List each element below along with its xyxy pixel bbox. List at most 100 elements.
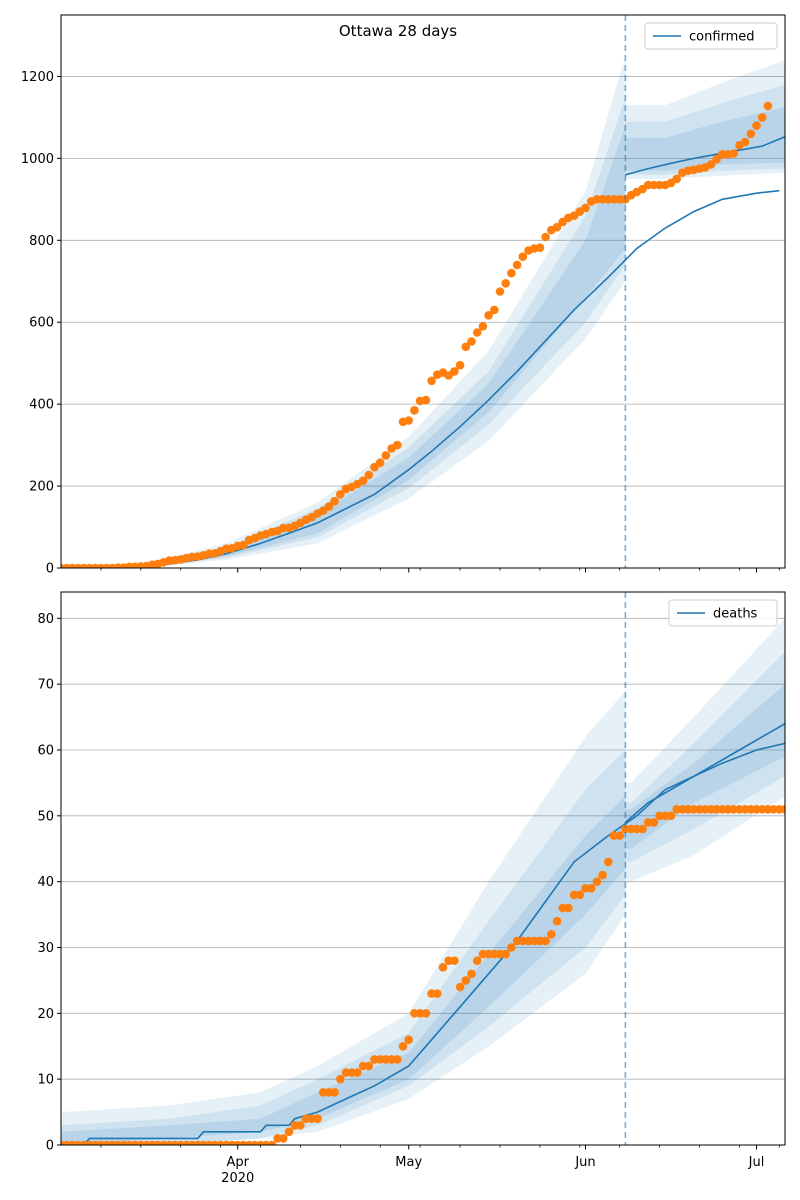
uncertainty-band-mid [625,84,785,175]
observed-point [507,268,516,278]
series-line-confirmed [625,135,785,176]
observed-point [404,1035,414,1044]
observed-point [421,1009,431,1018]
legend-box [668,599,778,627]
legend-label: deaths [713,607,758,622]
panel-confirmed: 0 200 400 600 800 1000 1200 confirmed [21,14,786,577]
y-tick-label: 0 [46,1139,54,1154]
axes-frame [60,14,786,569]
observed-point [575,890,585,900]
observed-point [541,232,550,242]
observed-point [284,1127,294,1137]
uncertainty-band-outer [61,690,626,1145]
x-tick-label: Apr [226,1155,249,1170]
observed-point [740,137,750,147]
observed-point [501,279,511,288]
observed-point [780,805,785,814]
y-tick-label: 600 [29,316,54,331]
observed-point [313,1114,322,1123]
observed-point [592,877,602,886]
observed-point [746,129,756,139]
observed-point [239,540,248,550]
observed-point [757,113,767,122]
y-tick-label: 0 [46,562,54,577]
y-tick-label: 20 [37,1007,54,1022]
legend-label: confirmed [689,30,755,45]
observed-point [336,1074,345,1084]
y-tick-label: 200 [29,480,54,495]
observed-point [484,311,493,320]
observed-point [712,154,721,164]
x-tick-label: May [395,1155,422,1170]
observed-point [438,963,448,972]
y-tick-label: 10 [37,1073,54,1088]
observed-point [638,824,647,834]
observed-point [461,976,471,985]
observed-point [404,416,414,425]
observed-point [763,101,773,111]
observed-point [433,989,442,998]
observed-point [501,949,511,959]
chart-title: Ottawa 28 days [339,22,457,40]
observed-point [547,930,556,939]
observed-point [398,1042,408,1051]
observed-point [478,322,488,331]
y-tick-label: 80 [37,612,54,627]
observed-point [421,395,431,405]
observed-point [393,1055,402,1064]
observed-point [472,328,482,337]
observed-point [393,440,402,450]
observed-point [410,406,419,415]
observed-point [381,451,391,460]
x-tick-sublabel: 2020 [221,1171,254,1186]
observed-point [375,458,385,468]
observed-point [490,305,499,315]
y-tick-label: 50 [37,809,54,824]
observed-point [518,252,528,261]
y-tick-label: 40 [37,875,54,890]
observed-point [535,243,545,252]
observed-point [330,496,339,506]
observed-point [472,956,482,965]
y-tick-label: 1200 [21,70,54,85]
observed-point [564,903,573,913]
observed-point [364,1061,374,1071]
x-tick-label: Jul [748,1155,765,1170]
observed-point [586,884,596,893]
observed-point [455,360,465,370]
observed-point [353,1068,362,1077]
observed-point [512,260,522,270]
legend: deaths [668,599,778,627]
observed-point [507,943,516,952]
y-tick-label: 1000 [21,152,54,167]
observed-point [336,490,345,499]
y-tick-label: 60 [37,744,54,759]
y-tick-label: 70 [37,678,54,693]
observed-point [467,337,476,346]
series-line-deaths [61,742,785,1145]
observed-point [581,203,590,213]
observed-point [729,149,738,158]
observed-point [455,982,465,992]
y-tick-label: 30 [37,941,54,956]
observed-point [467,969,476,979]
observed-point [330,1088,339,1097]
uncertainty-band-inner [61,796,626,1145]
observed-point [358,476,368,486]
observed-point [552,222,562,232]
y-tick-label: 400 [29,398,54,413]
observed-point [495,287,505,296]
observed-point [552,916,562,926]
observed-point [666,811,676,821]
observed-point [706,160,716,169]
legend: confirmed [644,22,778,50]
observed-point [649,818,659,827]
observed-point [672,174,681,184]
observed-point [615,831,624,840]
uncertainty-band-mid [625,651,785,862]
observed-point [450,956,459,965]
observed-point [752,121,761,130]
